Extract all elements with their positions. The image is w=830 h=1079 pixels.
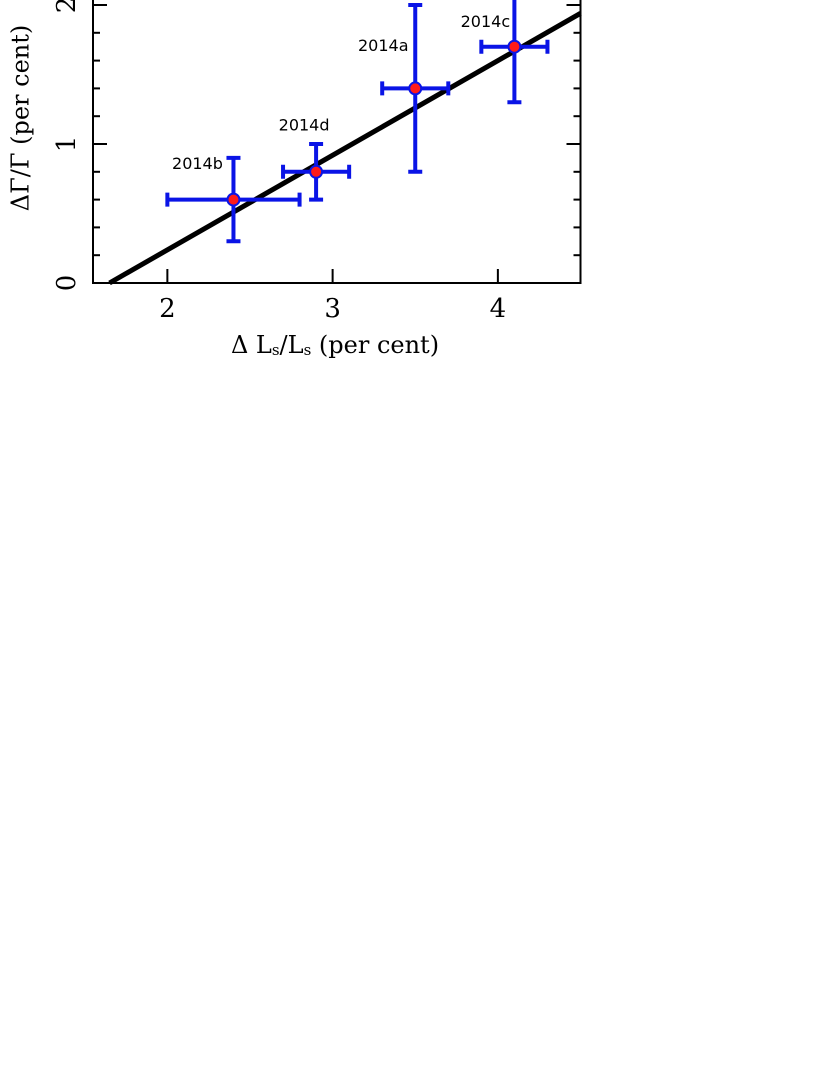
point-label: 2014b — [172, 154, 223, 173]
y-axis-label: ΔΓ/Γ (per cent) — [7, 25, 35, 212]
label-part: (per cent) — [311, 331, 439, 359]
y-tick-label: 2 — [52, 0, 82, 13]
fit-line — [108, 11, 582, 286]
x-axis-label: Δ Ls/Ls (per cent) — [231, 331, 439, 360]
subscript: s — [304, 341, 312, 359]
point — [408, 81, 423, 96]
y-tick-label: 1 — [52, 136, 82, 153]
point — [309, 164, 324, 179]
point — [226, 192, 241, 207]
x-tick-label: 4 — [490, 294, 507, 324]
x-tick-label: 2 — [159, 294, 176, 324]
axis-frame — [92, 0, 582, 284]
point-label: 2014d — [279, 115, 330, 134]
point-label: 2014a — [358, 36, 409, 55]
subscript: s — [272, 341, 280, 359]
x-tick-label: 3 — [324, 294, 341, 324]
y-tick-label: 0 — [52, 275, 82, 292]
label-part: Δ L — [231, 331, 272, 359]
point-label: 2014c — [461, 12, 511, 31]
point — [507, 39, 522, 54]
label-part: /L — [280, 331, 304, 359]
